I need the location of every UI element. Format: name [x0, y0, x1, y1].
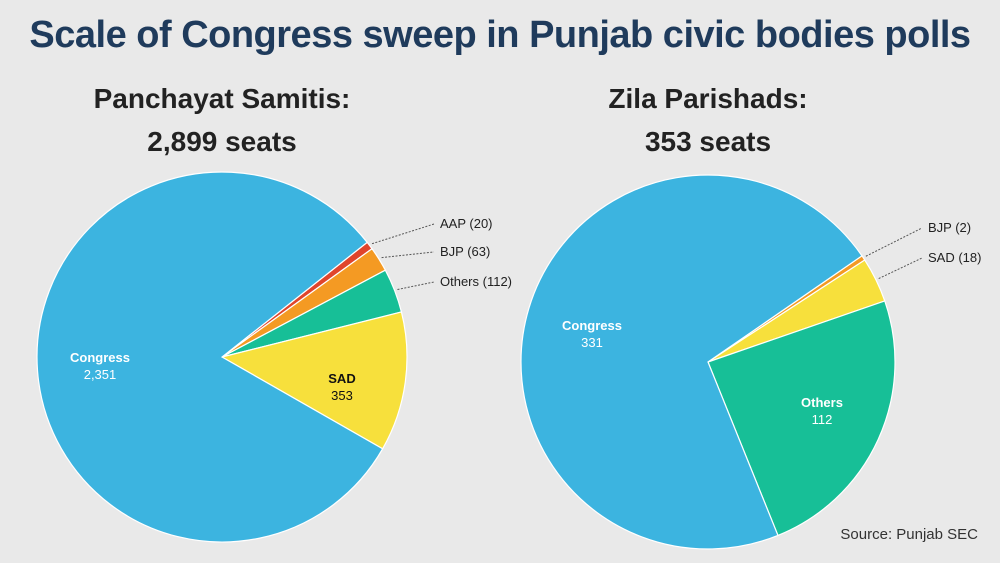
slice-label-bjp: BJP (63): [440, 244, 490, 259]
source-note: Source: Punjab SEC: [840, 526, 978, 543]
chart-title: Scale of Congress sweep in Punjab civic …: [29, 14, 971, 56]
slice-label-aap: AAP (20): [440, 216, 493, 231]
pie-chart-panchayat-samitis: Panchayat Samitis: 2,899 seats AAP (20) BJP…: [36, 83, 512, 543]
leader-line-aap: [371, 223, 435, 245]
slice-value-others: 112: [812, 412, 833, 427]
slice-label-bjp: BJP (2): [928, 220, 971, 235]
pie-slice-congress: [36, 171, 384, 543]
pie-slice-sad: [220, 311, 408, 450]
pie-slice-congress: [520, 174, 863, 550]
slice-label-congress: Congress: [562, 318, 622, 333]
pie-title-line2: 353 seats: [645, 126, 771, 157]
pie-title-line1: Zila Parishads:: [608, 83, 807, 114]
leader-line-others: [397, 281, 435, 290]
slice-value-congress: 2,351: [84, 367, 117, 382]
pie-title-line2: 2,899 seats: [147, 126, 296, 157]
slice-label-others: Others: [801, 395, 843, 410]
pie-title-line1: Panchayat Samitis:: [94, 83, 351, 114]
leader-line-sad: [878, 257, 923, 280]
leader-line-bjp: [381, 251, 435, 259]
slice-label-congress: Congress: [70, 350, 130, 365]
slice-value-sad: 353: [331, 388, 353, 403]
leader-line-bjp: [865, 227, 923, 257]
pie-chart-zila-parishads: Zila Parishads: 353 seats BJP (2) SAD (18) O…: [520, 83, 981, 550]
slice-label-sad: SAD (18): [928, 250, 981, 265]
slice-label-sad: SAD: [328, 371, 355, 386]
slice-label-others: Others (112): [440, 274, 512, 289]
slice-value-congress: 331: [581, 335, 603, 350]
